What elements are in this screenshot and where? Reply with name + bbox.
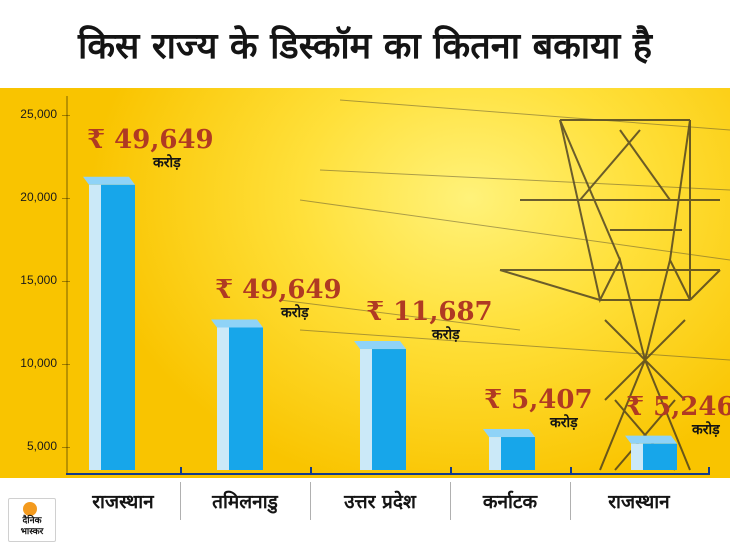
bar-top	[483, 429, 535, 438]
bar-value-label: ₹ 49,649	[215, 275, 342, 306]
bar-front	[372, 349, 406, 470]
bar	[83, 176, 135, 470]
bar-front	[501, 437, 535, 470]
category-divider	[310, 482, 311, 520]
y-tick-mark	[62, 115, 70, 116]
y-tick-mark	[62, 198, 70, 199]
y-tick-label: 15,000	[20, 273, 57, 287]
page-title: किस राज्य के डिस्कॉम का कितना बकाया है	[0, 0, 730, 88]
bar	[354, 341, 406, 470]
bar-side	[631, 443, 643, 470]
bar	[625, 435, 677, 470]
bar-front	[643, 443, 677, 470]
x-axis-line	[66, 473, 709, 475]
x-tick-label: कर्नाटक	[482, 491, 538, 513]
bar-value-label: ₹ 5,246	[626, 391, 730, 422]
x-tick-mark	[708, 467, 710, 475]
category-divider	[180, 482, 181, 520]
bar-top	[625, 435, 677, 444]
y-tick-label: 10,000	[20, 356, 57, 370]
brand-logo: दैनिक भास्कर	[8, 498, 56, 542]
logo-line2: भास्कर	[20, 527, 44, 537]
x-tick-mark	[450, 467, 452, 475]
logo-line1: दैनिक	[22, 516, 42, 526]
y-tick-label: 5,000	[26, 439, 57, 453]
bar-top	[83, 176, 135, 185]
y-tick-mark	[62, 364, 70, 365]
bar-side	[217, 327, 229, 470]
bar-top	[211, 319, 263, 328]
bar-unit-label: करोड़	[153, 154, 181, 171]
bar-unit-label: करोड़	[281, 305, 309, 322]
category-strip	[0, 478, 730, 548]
y-axis-line	[66, 96, 68, 475]
bar-side	[360, 349, 372, 470]
bar-side	[89, 184, 101, 470]
bar-side	[489, 437, 501, 470]
bar	[483, 429, 535, 470]
y-tick-mark	[62, 281, 70, 282]
x-tick-label: राजस्थान	[608, 491, 670, 513]
bar-front	[101, 184, 135, 470]
x-tick-mark	[310, 467, 312, 475]
bar-value-label: ₹ 11,687	[366, 297, 493, 328]
bar	[211, 319, 263, 470]
x-tick-label: तमिलनाडु	[212, 491, 278, 513]
x-tick-label: उत्तर प्रदेश	[344, 491, 416, 513]
bar-top	[354, 341, 406, 350]
bar-value-label: ₹ 5,407	[484, 385, 593, 416]
x-tick-label: राजस्थान	[92, 491, 154, 513]
bar-unit-label: करोड़	[550, 415, 578, 432]
bar-value-label: ₹ 49,649	[87, 124, 214, 155]
bar-front	[229, 327, 263, 470]
bar-unit-label: करोड़	[692, 421, 720, 438]
y-tick-label: 20,000	[20, 190, 57, 204]
x-tick-mark	[180, 467, 182, 475]
category-divider	[570, 482, 571, 520]
y-tick-label: 25,000	[20, 107, 57, 121]
bar-unit-label: करोड़	[432, 327, 460, 344]
y-tick-mark	[62, 447, 70, 448]
category-divider	[450, 482, 451, 520]
x-tick-mark	[570, 467, 572, 475]
sun-icon	[23, 502, 37, 516]
